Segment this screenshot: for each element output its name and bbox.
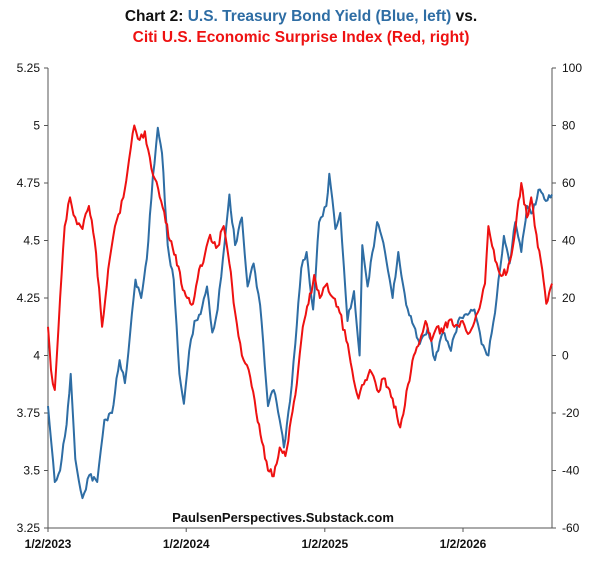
y-left-tick-label: 4.75 <box>17 176 41 190</box>
series-layer <box>47 124 553 500</box>
y-right-tick-label: 20 <box>562 291 576 305</box>
y-right-tick-label: -20 <box>562 406 580 420</box>
chart-title-line-2: Citi U.S. Economic Surprise Index (Red, … <box>132 29 470 46</box>
y-left-tick-label: 5.25 <box>17 61 41 75</box>
chart-title-suffix: vs. <box>451 8 478 25</box>
y-left-tick-label: 4 <box>33 349 40 363</box>
y-left-tick-label: 4.25 <box>17 291 41 305</box>
treasury-yield-line <box>47 126 553 500</box>
chart-title: Chart 2: U.S. Treasury Bond Yield (Blue,… <box>0 6 602 48</box>
y-right-tick-label: 0 <box>562 349 569 363</box>
y-right-tick-label: 100 <box>562 61 582 75</box>
x-tick-label: 1/2/2026 <box>440 537 487 551</box>
chart-title-line-1: Chart 2: U.S. Treasury Bond Yield (Blue,… <box>0 6 602 27</box>
chart-title-treasury-series: U.S. Treasury Bond Yield (Blue, left) <box>187 8 452 25</box>
surprise-index-line <box>47 124 553 478</box>
y-left-tick-label: 3.75 <box>17 406 41 420</box>
y-left-tick-label: 3.5 <box>23 464 40 478</box>
x-tick-label: 1/2/2024 <box>163 537 210 551</box>
y-right-tick-label: 40 <box>562 234 576 248</box>
x-tick-label: 1/2/2023 <box>25 537 72 551</box>
y-left-tick-label: 3.25 <box>17 521 41 535</box>
watermark: PaulsenPerspectives.Substack.com <box>172 510 394 525</box>
y-right-tick-label: -40 <box>562 464 580 478</box>
y-right-tick-label: 60 <box>562 176 576 190</box>
y-right-tick-label: -60 <box>562 521 580 535</box>
y-left-tick-label: 5 <box>33 119 40 133</box>
x-tick-label: 1/2/2025 <box>301 537 348 551</box>
chart-title-prefix: Chart 2: <box>124 8 188 25</box>
y-left-tick-label: 4.5 <box>23 234 40 248</box>
y-right-tick-label: 80 <box>562 119 576 133</box>
axes: 3.25 3.5 3.75 4 4.25 4.5 4.75 5 5.25 -60 -40 -20 0 20… <box>17 61 583 551</box>
